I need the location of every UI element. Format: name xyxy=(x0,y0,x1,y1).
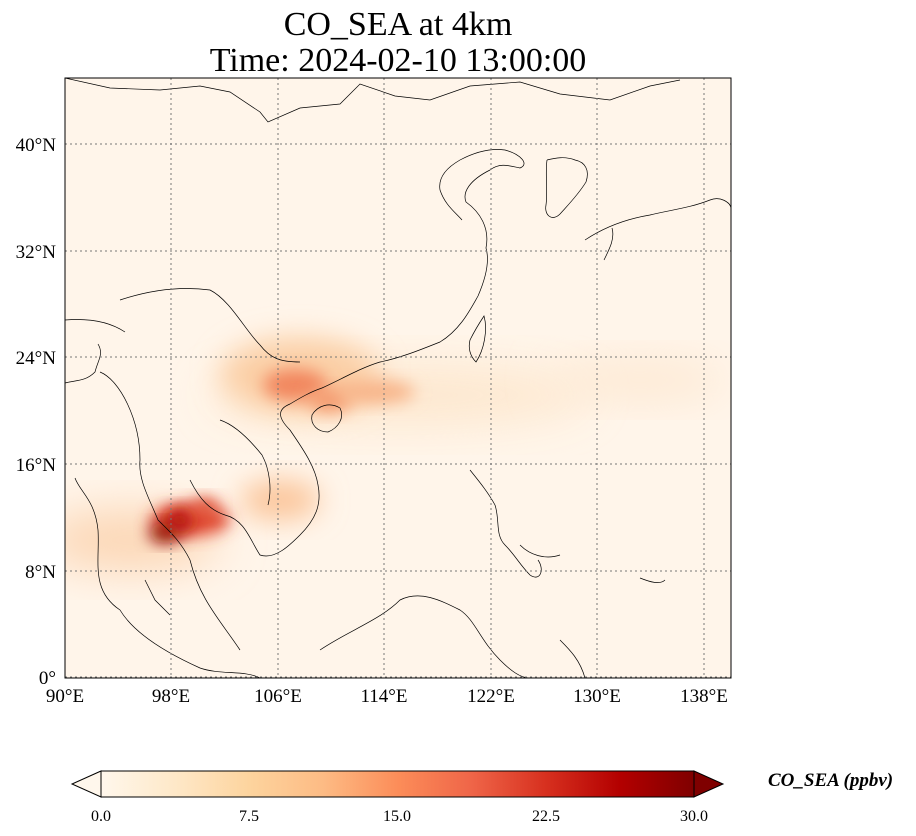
co-concentration-field xyxy=(65,337,730,570)
colorbar-gradient xyxy=(101,771,694,797)
colorbar-tick-label: 30.0 xyxy=(680,808,708,825)
lon-tick-label: 106°E xyxy=(254,686,302,707)
lon-tick-label: 122°E xyxy=(467,686,515,707)
lat-tick-label: 40°N xyxy=(16,135,57,156)
lat-tick-label: 8°N xyxy=(25,562,56,583)
lat-tick-label: 16°N xyxy=(16,455,57,476)
map-subtitle-time: Time: 2024-02-10 13:00:00 xyxy=(209,42,587,79)
lon-tick-label: 138°E xyxy=(680,686,728,707)
colorbar-min-extend xyxy=(70,770,102,798)
lat-tick-label: 32°N xyxy=(16,242,57,263)
coastlines-and-borders xyxy=(65,78,731,678)
lon-tick-label: 90°E xyxy=(46,686,84,707)
gridlines xyxy=(65,78,731,678)
colorbar-label: CO_SEA (ppbv) xyxy=(768,770,894,791)
lon-tick-label: 114°E xyxy=(361,686,408,707)
colorbar-tick-label: 22.5 xyxy=(532,808,560,825)
colorbar-tick-label: 7.5 xyxy=(239,808,259,825)
lon-tick-label: 98°E xyxy=(152,686,190,707)
map-frame xyxy=(64,77,732,679)
map-title: CO_SEA at 4km xyxy=(283,6,513,43)
colorbar-max-extend xyxy=(693,770,725,798)
colorbar: 0.0 7.5 15.0 22.5 30.0 xyxy=(70,770,725,825)
lat-tick-label: 0° xyxy=(39,668,56,689)
colorbar-tick-label: 15.0 xyxy=(383,808,411,825)
lon-tick-label: 130°E xyxy=(573,686,621,707)
lat-tick-label: 24°N xyxy=(16,348,57,369)
colorbar-tick-label: 0.0 xyxy=(91,808,111,825)
